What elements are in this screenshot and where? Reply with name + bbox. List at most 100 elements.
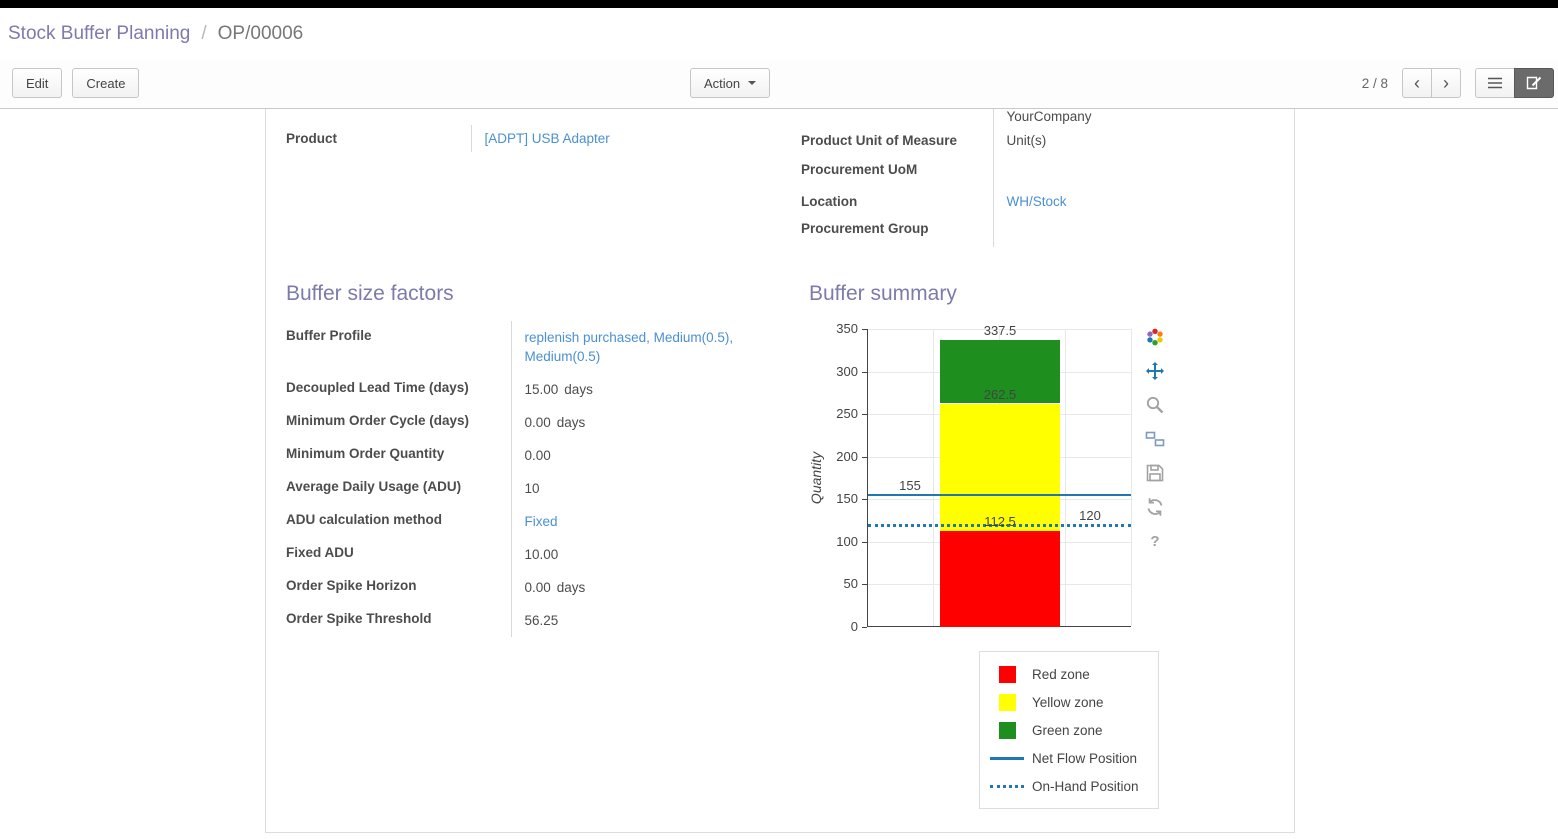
- order-spike-horizon-value: 0.00: [524, 580, 551, 595]
- adu-row: Average Daily Usage (ADU) 10: [286, 472, 801, 505]
- plotly-logo-icon[interactable]: [1145, 327, 1165, 347]
- y-tick-label: 200: [836, 448, 858, 464]
- list-view-button[interactable]: [1475, 68, 1515, 98]
- procurement-group-label: Procurement Group: [801, 215, 994, 247]
- y-tick: [862, 541, 867, 543]
- warehouse-label: [801, 109, 994, 127]
- buffer-summary-title: Buffer summary: [809, 282, 957, 305]
- legend-label: Net Flow Position: [1032, 750, 1138, 766]
- location-link[interactable]: WH/Stock: [1006, 194, 1067, 209]
- y-tick: [862, 584, 867, 586]
- adu-method-row: ADU calculation method Fixed: [286, 505, 801, 538]
- svg-text:?: ?: [1150, 533, 1159, 550]
- zoom-icon[interactable]: [1145, 395, 1165, 415]
- green-zone-bar[interactable]: [940, 339, 1060, 404]
- save-icon[interactable]: [1145, 463, 1165, 483]
- decoupled-lead-time-row: Decoupled Lead Time (days) 15.00 days: [286, 373, 801, 406]
- help-icon[interactable]: ?: [1145, 531, 1165, 551]
- order-spike-threshold-row: Order Spike Threshold 56.25: [286, 604, 801, 637]
- buffer-factors-title: Buffer size factors: [286, 282, 454, 305]
- decoupled-lead-time-value: 15.00: [524, 382, 559, 397]
- legend-item[interactable]: Green zone: [990, 716, 1148, 744]
- y-tick-label: 50: [843, 576, 858, 592]
- adu-method-label: ADU calculation method: [286, 505, 512, 538]
- view-switcher: [1475, 68, 1554, 98]
- chart-modebar: ?: [1145, 327, 1165, 551]
- adu-method-link[interactable]: Fixed: [524, 514, 558, 529]
- location-row: Location WH/Stock: [801, 188, 1274, 215]
- y-tick-label: 250: [836, 406, 858, 422]
- control-panel: Edit Create Action 2 / 8 ‹ ›: [0, 60, 1558, 109]
- buffer-factors-group: Buffer size factors Buffer Profile reple…: [286, 281, 801, 815]
- y-tick: [862, 371, 867, 373]
- pager-next-button[interactable]: ›: [1431, 68, 1461, 98]
- create-button[interactable]: Create: [72, 68, 140, 98]
- fixed-adu-value: 10.00: [524, 547, 559, 562]
- fixed-adu-row: Fixed ADU 10.00: [286, 538, 801, 571]
- legend-label: On-Hand Position: [1032, 778, 1139, 794]
- product-label: Product: [286, 125, 472, 152]
- chart-plot-area[interactable]: Quantity 0 50 100 150 200 250 300 350 155 120 337.…: [808, 321, 1132, 634]
- reset-icon[interactable]: [1145, 497, 1165, 517]
- on-hand-position-line: [868, 523, 1131, 527]
- warehouse-value: YourCompany: [1006, 109, 1092, 124]
- breadcrumb-current: OP/00006: [217, 23, 304, 44]
- legend-dotted-line-swatch: [990, 784, 1024, 788]
- order-spike-threshold-label: Order Spike Threshold: [286, 604, 512, 637]
- procurement-uom-label: Procurement UoM: [801, 156, 994, 188]
- edit-button[interactable]: Edit: [12, 68, 63, 98]
- main-content: Product [ADPT] USB Adapter YourCompany P…: [0, 109, 1558, 839]
- legend-item[interactable]: On-Hand Position: [990, 772, 1148, 800]
- line-label: 155: [899, 478, 921, 494]
- adu-label: Average Daily Usage (ADU): [286, 472, 512, 505]
- y-tick: [862, 329, 867, 330]
- product-link[interactable]: [ADPT] USB Adapter: [484, 131, 610, 146]
- y-tick-label: 350: [836, 321, 858, 336]
- buffer-profile-label: Buffer Profile: [286, 321, 512, 373]
- min-order-cycle-value: 0.00: [524, 415, 551, 430]
- chevron-left-icon: ‹: [1414, 73, 1420, 93]
- warehouse-row: YourCompany: [801, 109, 1274, 127]
- legend-square-swatch: [998, 693, 1016, 711]
- y-tick: [862, 414, 867, 416]
- compare-icon[interactable]: [1145, 429, 1165, 449]
- min-order-qty-label: Minimum Order Quantity: [286, 439, 512, 472]
- pan-icon[interactable]: [1145, 361, 1165, 381]
- form-icon: [1526, 76, 1542, 90]
- order-spike-threshold-value: 56.25: [524, 613, 559, 628]
- legend-label: Red zone: [1032, 666, 1090, 682]
- product-row: Product [ADPT] USB Adapter: [286, 125, 801, 152]
- action-button[interactable]: Action: [690, 68, 771, 98]
- action-button-label: Action: [704, 75, 741, 91]
- chart-legend: Red zone Yellow zone Green zone Net Flow Po…: [979, 651, 1159, 809]
- red-zone-bar[interactable]: [940, 531, 1060, 627]
- legend-item[interactable]: Net Flow Position: [990, 744, 1148, 772]
- form-sheet: Product [ADPT] USB Adapter YourCompany P…: [265, 109, 1295, 833]
- legend-item[interactable]: Red zone: [990, 660, 1148, 688]
- decoupled-lead-time-label: Decoupled Lead Time (days): [286, 373, 512, 406]
- chevron-right-icon: ›: [1443, 73, 1449, 93]
- top-navbar: [0, 0, 1558, 8]
- decoupled-lead-time-suffix: days: [564, 382, 593, 397]
- order-spike-horizon-label: Order Spike Horizon: [286, 571, 512, 604]
- buffer-summary-group: Buffer summary Quantity 0 50 100 150 200 250 3…: [801, 281, 1274, 815]
- adu-value: 10: [524, 481, 540, 496]
- zone-boundary-label: 262.5: [983, 386, 1017, 402]
- breadcrumb-parent-link[interactable]: Stock Buffer Planning: [8, 23, 191, 44]
- buffer-chart: Quantity 0 50 100 150 200 250 300 350 155 120 337.…: [808, 321, 1165, 815]
- fixed-adu-label: Fixed ADU: [286, 538, 512, 571]
- y-axis-title: Quantity: [808, 451, 824, 504]
- form-view-button[interactable]: [1514, 68, 1554, 98]
- y-tick-label: 100: [836, 533, 858, 549]
- legend-line-swatch: [990, 756, 1024, 760]
- pager-previous-button[interactable]: ‹: [1402, 68, 1432, 98]
- breadcrumb-separator: /: [201, 23, 207, 44]
- procurement-uom-row: Procurement UoM: [801, 156, 1274, 188]
- y-tick: [862, 499, 867, 501]
- x-gridline: [1131, 329, 1132, 626]
- buffer-profile-link[interactable]: replenish purchased, Medium(0.5), Medium…: [524, 330, 734, 364]
- yellow-zone-bar[interactable]: [940, 403, 1060, 532]
- breadcrumb: Stock Buffer Planning / OP/00006: [0, 8, 1558, 60]
- legend-item[interactable]: Yellow zone: [990, 688, 1148, 716]
- y-tick-label: 300: [836, 363, 858, 379]
